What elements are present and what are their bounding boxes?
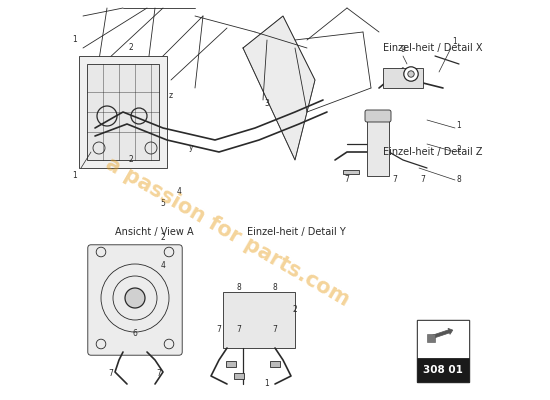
Text: 7: 7	[108, 369, 113, 378]
Bar	[367, 120, 389, 176]
FancyArrow shape	[431, 328, 453, 339]
Text: 308 01: 308 01	[423, 365, 463, 375]
Text: 8: 8	[236, 283, 241, 292]
Bar	[270, 361, 280, 367]
Text: Einzel­heit / Detail Z: Einzel­heit / Detail Z	[383, 147, 482, 157]
Text: 1: 1	[73, 36, 78, 44]
Text: 2: 2	[456, 145, 461, 154]
Text: Einzel­heit / Detail Y: Einzel­heit / Detail Y	[247, 227, 346, 237]
Text: Einzel­heit / Detail X: Einzel­heit / Detail X	[383, 43, 482, 53]
Bar	[87, 64, 159, 160]
Text: 1: 1	[456, 121, 461, 130]
Text: 7: 7	[344, 175, 349, 184]
Text: 4: 4	[177, 188, 182, 196]
Text: y: y	[189, 144, 193, 152]
Text: z: z	[169, 92, 173, 100]
Text: 9: 9	[400, 45, 405, 54]
Bar	[383, 68, 423, 88]
Text: 3: 3	[265, 100, 270, 108]
Bar	[226, 361, 236, 367]
Bar	[223, 292, 295, 348]
Circle shape	[125, 288, 145, 308]
Text: 6: 6	[133, 329, 138, 338]
Bar	[427, 334, 435, 342]
Text: 2: 2	[293, 305, 298, 314]
Text: 4: 4	[161, 261, 166, 270]
Text: 2: 2	[129, 156, 133, 164]
FancyBboxPatch shape	[88, 245, 182, 355]
Polygon shape	[343, 170, 359, 174]
Text: 1: 1	[265, 379, 270, 388]
Text: 7: 7	[157, 369, 162, 378]
Bar	[417, 320, 469, 358]
Text: 1: 1	[453, 37, 458, 46]
Text: 8: 8	[456, 175, 461, 184]
Text: 2: 2	[161, 233, 166, 242]
Circle shape	[408, 71, 414, 77]
Text: a passion for parts.com: a passion for parts.com	[102, 154, 353, 310]
Text: 8: 8	[273, 283, 277, 292]
Text: 1: 1	[73, 172, 78, 180]
Text: 5: 5	[161, 200, 166, 208]
Text: 7: 7	[273, 325, 277, 334]
Text: 2: 2	[129, 44, 133, 52]
Text: Ansicht / View A: Ansicht / View A	[115, 227, 194, 237]
Bar	[234, 373, 244, 379]
Text: 7: 7	[393, 175, 398, 184]
Text: 7: 7	[217, 325, 222, 334]
Bar	[417, 320, 469, 382]
Bar	[79, 56, 167, 168]
Text: 7: 7	[236, 325, 241, 334]
Text: 7: 7	[421, 175, 426, 184]
FancyBboxPatch shape	[365, 110, 391, 122]
Circle shape	[404, 67, 418, 81]
Polygon shape	[243, 16, 315, 160]
Bar	[417, 358, 469, 382]
